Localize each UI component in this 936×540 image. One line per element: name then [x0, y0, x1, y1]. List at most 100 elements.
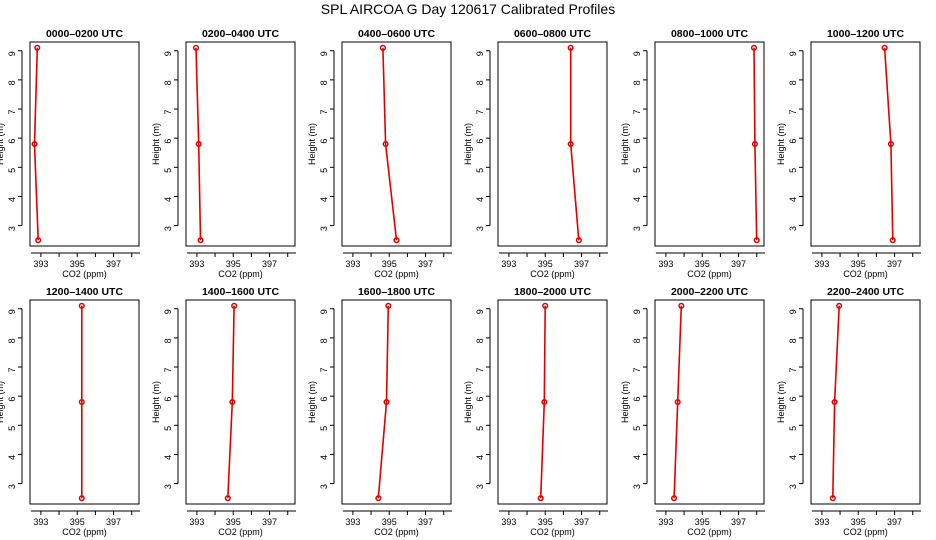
- y-tick-label: 9: [319, 309, 329, 314]
- series-line: [382, 47, 398, 241]
- y-axis-label: Height (m): [307, 123, 317, 165]
- y-axis-label: Height (m): [151, 123, 161, 165]
- series-line: [33, 47, 39, 241]
- data-point: [541, 398, 548, 406]
- x-tick-label: 393: [345, 259, 360, 269]
- y-tick-label: 8: [7, 338, 17, 343]
- x-axis-label: CO2 (ppm): [687, 527, 732, 537]
- y-tick-label: 6: [163, 397, 173, 402]
- y-tick-label: 6: [163, 139, 173, 144]
- y-tick-label: 7: [788, 110, 798, 115]
- data-point: [674, 398, 681, 406]
- y-tick-label: 3: [632, 226, 642, 231]
- y-tick-label: 7: [163, 110, 173, 115]
- y-tick-label: 5: [475, 168, 485, 173]
- x-tick-label: 395: [382, 517, 397, 527]
- panel-title: 2000–2200 UTC: [671, 286, 748, 298]
- y-tick-label: 7: [7, 110, 17, 115]
- data-point: [31, 140, 38, 148]
- data-point: [224, 495, 231, 502]
- y-axis-label: Height (m): [0, 123, 5, 165]
- y-tick-label: 3: [319, 226, 329, 231]
- page-title: SPL AIRCOA G Day 120617 Calibrated Profi…: [320, 1, 616, 17]
- data-point: [567, 44, 574, 51]
- data-point: [829, 495, 836, 502]
- data-point: [78, 495, 85, 502]
- panel-title: 1600–1800 UTC: [358, 286, 435, 298]
- y-tick-label: 9: [788, 51, 798, 56]
- y-axis-label: Height (m): [463, 123, 473, 165]
- x-tick-label: 393: [501, 259, 516, 269]
- plot-frame: [654, 41, 765, 247]
- panel-title: 0200–0400 UTC: [202, 28, 279, 40]
- data-point: [575, 237, 582, 244]
- y-tick-label: 7: [632, 368, 642, 373]
- y-tick-label: 5: [475, 426, 485, 431]
- plot-frame: [29, 41, 140, 247]
- series-line: [883, 47, 894, 241]
- x-tick-label: 397: [262, 517, 277, 527]
- y-tick-label: 5: [319, 426, 329, 431]
- y-tick-label: 6: [632, 139, 642, 144]
- data-point: [229, 398, 236, 406]
- y-tick-label: 9: [7, 309, 17, 314]
- y-tick-label: 3: [319, 484, 329, 489]
- x-tick-label: 393: [33, 517, 48, 527]
- x-axis-label: CO2 (ppm): [62, 269, 107, 279]
- x-tick-label: 395: [538, 259, 553, 269]
- y-tick-label: 8: [319, 80, 329, 85]
- series-line: [539, 305, 546, 499]
- y-axis-label: Height (m): [151, 381, 161, 423]
- data-point: [887, 140, 894, 148]
- y-tick-label: 9: [163, 51, 173, 56]
- y-tick-label: 6: [788, 397, 798, 402]
- y-tick-label: 8: [7, 80, 17, 85]
- y-tick-label: 5: [632, 426, 642, 431]
- y-tick-label: 6: [788, 139, 798, 144]
- panel-title: 1800–2000 UTC: [514, 286, 591, 298]
- y-axis-label: Height (m): [620, 123, 630, 165]
- y-tick-label: 8: [475, 80, 485, 85]
- x-axis-label: CO2 (ppm): [218, 527, 263, 537]
- y-tick-label: 6: [475, 139, 485, 144]
- panel-title: 0000–0200 UTC: [46, 28, 123, 40]
- y-tick-label: 5: [788, 426, 798, 431]
- x-axis-label: CO2 (ppm): [218, 269, 263, 279]
- plot-frame: [810, 41, 921, 247]
- y-tick-label: 4: [788, 455, 798, 460]
- plot-frame: [654, 299, 765, 505]
- y-axis-label: Height (m): [620, 381, 630, 423]
- x-tick-label: 397: [887, 259, 902, 269]
- x-axis-label: CO2 (ppm): [843, 527, 888, 537]
- x-axis-label: CO2 (ppm): [530, 527, 575, 537]
- y-tick-label: 3: [632, 484, 642, 489]
- x-tick-label: 395: [226, 517, 241, 527]
- data-point: [78, 302, 85, 309]
- y-tick-label: 6: [475, 397, 485, 402]
- y-tick-label: 4: [632, 197, 642, 202]
- x-axis-label: CO2 (ppm): [843, 269, 888, 279]
- y-tick-label: 9: [319, 51, 329, 56]
- y-tick-label: 6: [632, 397, 642, 402]
- y-tick-label: 5: [7, 426, 17, 431]
- y-tick-label: 7: [475, 368, 485, 373]
- data-point: [542, 302, 549, 309]
- y-tick-label: 5: [632, 168, 642, 173]
- y-tick-label: 4: [163, 455, 173, 460]
- y-tick-label: 9: [788, 309, 798, 314]
- y-tick-label: 3: [788, 226, 798, 231]
- x-tick-label: 393: [33, 259, 48, 269]
- y-tick-label: 8: [788, 338, 798, 343]
- y-tick-label: 9: [475, 309, 485, 314]
- data-point: [567, 140, 574, 148]
- plot-frame: [341, 299, 452, 505]
- panel-title: 0800–1000 UTC: [671, 28, 748, 40]
- plot-frame: [497, 41, 608, 247]
